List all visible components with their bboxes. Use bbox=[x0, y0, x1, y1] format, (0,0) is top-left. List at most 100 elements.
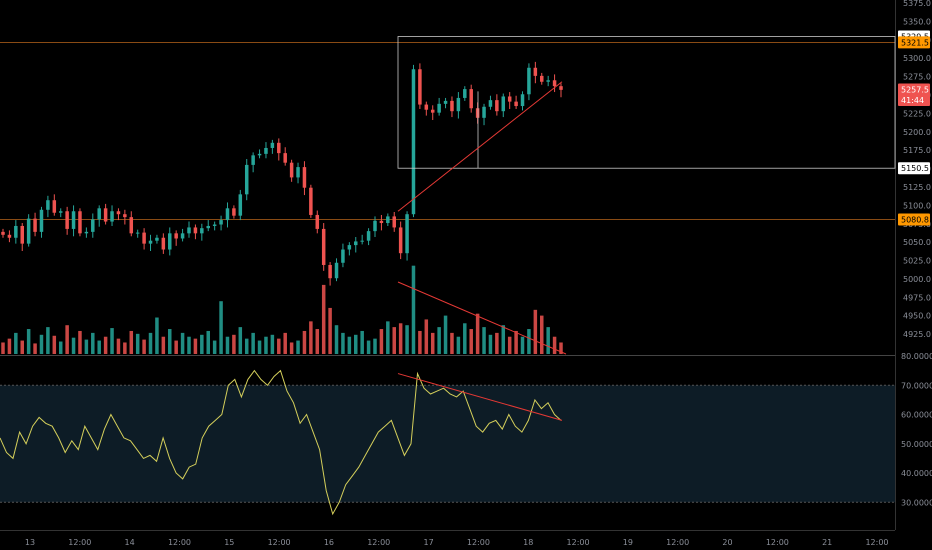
volume-bar-65[interactable] bbox=[418, 330, 422, 354]
volume-bar-73[interactable] bbox=[469, 329, 473, 354]
volume-bar-54[interactable] bbox=[347, 336, 352, 354]
candle-50[interactable] bbox=[321, 228, 326, 265]
volume-bar-64[interactable] bbox=[411, 265, 416, 354]
candle-25[interactable] bbox=[161, 237, 166, 250]
candle-47[interactable] bbox=[302, 167, 307, 188]
candle-65[interactable] bbox=[418, 69, 422, 105]
candle-44[interactable] bbox=[283, 153, 287, 163]
candle-68[interactable] bbox=[437, 103, 441, 113]
candle-75[interactable] bbox=[482, 106, 486, 118]
candle-26[interactable] bbox=[168, 233, 172, 250]
volume-bar-9[interactable] bbox=[58, 341, 63, 354]
candle-83[interactable] bbox=[533, 67, 538, 76]
volume-bar-71[interactable] bbox=[456, 336, 461, 354]
volume-bar-24[interactable] bbox=[155, 317, 159, 354]
candle-69[interactable] bbox=[443, 100, 448, 104]
volume-bar-77[interactable] bbox=[495, 332, 499, 354]
volume-bar-18[interactable] bbox=[116, 338, 121, 354]
volume-bar-5[interactable] bbox=[33, 343, 37, 354]
volume-bar-51[interactable] bbox=[328, 307, 332, 354]
price-trendline[interactable] bbox=[397, 81, 563, 212]
candle-5[interactable] bbox=[33, 218, 37, 232]
volume-bar-40[interactable] bbox=[257, 340, 262, 354]
volume-bar-70[interactable] bbox=[450, 332, 454, 354]
volume-bar-66[interactable] bbox=[424, 319, 429, 354]
candle-9[interactable] bbox=[58, 211, 63, 213]
candle-8[interactable] bbox=[52, 200, 57, 213]
candle-15[interactable] bbox=[97, 208, 101, 220]
volume-bar-43[interactable] bbox=[277, 338, 281, 354]
volume-bar-47[interactable] bbox=[302, 330, 307, 354]
volume-bar-14[interactable] bbox=[91, 332, 95, 354]
candle-67[interactable] bbox=[430, 109, 435, 113]
volume-bar-31[interactable] bbox=[200, 334, 204, 354]
candle-18[interactable] bbox=[116, 211, 121, 215]
candle-22[interactable] bbox=[142, 232, 146, 244]
range-box[interactable] bbox=[397, 36, 896, 169]
volume-bar-29[interactable] bbox=[187, 336, 191, 354]
volume-bar-10[interactable] bbox=[65, 325, 69, 354]
candle-48[interactable] bbox=[309, 187, 313, 215]
volume-bar-34[interactable] bbox=[219, 301, 223, 354]
volume-bar-63[interactable] bbox=[405, 325, 409, 354]
volume-bar-15[interactable] bbox=[97, 340, 101, 354]
candle-46[interactable] bbox=[296, 167, 300, 178]
candle-49[interactable] bbox=[315, 214, 320, 229]
candle-60[interactable] bbox=[386, 216, 390, 224]
volume-bar-61[interactable] bbox=[392, 327, 396, 354]
volume-bar-36[interactable] bbox=[232, 334, 236, 354]
candle-14[interactable] bbox=[91, 219, 95, 232]
volume-bar-17[interactable] bbox=[110, 328, 114, 354]
volume-bar-16[interactable] bbox=[103, 336, 108, 354]
candle-54[interactable] bbox=[347, 245, 352, 250]
candle-61[interactable] bbox=[392, 216, 396, 228]
volume-bar-76[interactable] bbox=[488, 334, 493, 354]
volume-bar-2[interactable] bbox=[14, 332, 18, 354]
candle-59[interactable] bbox=[379, 220, 384, 224]
rsi-line[interactable] bbox=[0, 369, 562, 516]
candle-41[interactable] bbox=[264, 147, 268, 154]
candle-23[interactable] bbox=[148, 240, 153, 244]
candle-33[interactable] bbox=[212, 224, 217, 226]
candle-62[interactable] bbox=[398, 227, 403, 254]
volume-bar-39[interactable] bbox=[251, 332, 255, 354]
candle-57[interactable] bbox=[366, 231, 371, 241]
volume-bar-60[interactable] bbox=[386, 321, 390, 354]
candle-72[interactable] bbox=[463, 89, 467, 98]
rsi-trendline[interactable] bbox=[397, 373, 563, 421]
volume-bar-75[interactable] bbox=[482, 327, 486, 354]
volume-bar-83[interactable] bbox=[533, 309, 538, 354]
candle-24[interactable] bbox=[155, 237, 159, 241]
candle-70[interactable] bbox=[450, 100, 454, 112]
candle-39[interactable] bbox=[251, 155, 255, 165]
volume-bar-45[interactable] bbox=[289, 342, 294, 354]
volume-bar-72[interactable] bbox=[463, 323, 467, 354]
candle-82[interactable] bbox=[527, 67, 531, 95]
volume-bar-26[interactable] bbox=[168, 329, 172, 354]
volume-bar-84[interactable] bbox=[540, 315, 544, 354]
candle-21[interactable] bbox=[135, 232, 140, 234]
volume-bar-22[interactable] bbox=[142, 339, 146, 354]
volume-bar-82[interactable] bbox=[527, 329, 531, 354]
volume-bar-37[interactable] bbox=[238, 327, 243, 354]
candle-28[interactable] bbox=[180, 233, 185, 239]
candle-40[interactable] bbox=[257, 153, 262, 156]
candle-87[interactable] bbox=[559, 86, 563, 90]
candle-27[interactable] bbox=[174, 233, 178, 239]
volume-bar-1[interactable] bbox=[7, 338, 12, 354]
candle-29[interactable] bbox=[187, 227, 191, 234]
volume-bar-67[interactable] bbox=[430, 332, 435, 354]
candle-36[interactable] bbox=[232, 208, 236, 216]
candle-77[interactable] bbox=[495, 100, 499, 112]
volume-bar-58[interactable] bbox=[373, 338, 377, 354]
candle-10[interactable] bbox=[65, 211, 69, 229]
volume-bar-38[interactable] bbox=[244, 338, 249, 354]
candle-19[interactable] bbox=[123, 214, 127, 218]
candle-43[interactable] bbox=[277, 142, 281, 154]
volume-bar-6[interactable] bbox=[39, 334, 44, 354]
candle-86[interactable] bbox=[552, 80, 557, 87]
volume-bar-80[interactable] bbox=[514, 330, 518, 354]
candle-79[interactable] bbox=[507, 96, 512, 102]
candle-55[interactable] bbox=[354, 241, 358, 246]
